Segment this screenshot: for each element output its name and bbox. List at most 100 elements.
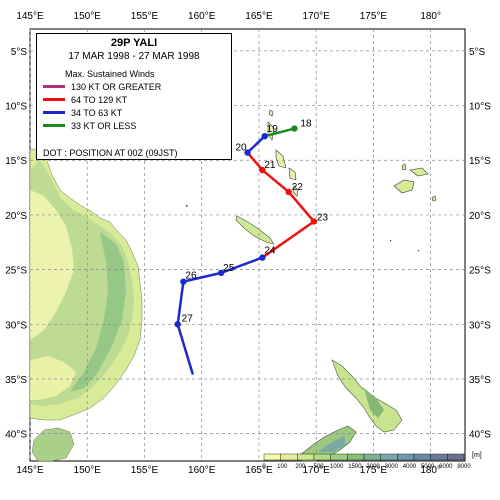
track-point (244, 149, 251, 156)
track-segment (246, 134, 266, 154)
track-segment (182, 271, 223, 283)
australia-landmass (29, 147, 143, 462)
legend-item-33kt: 33 KT OR LESS (43, 120, 136, 131)
elevation-swatch (430, 453, 448, 461)
new-zealand (299, 359, 403, 462)
lon-tick-label: 165°E (245, 11, 273, 22)
lat-tick-label: 40°S (469, 430, 491, 441)
track-segment (261, 168, 290, 194)
lon-tick-label: 160°E (188, 11, 216, 22)
lat-tick-label: 40°S (5, 430, 27, 441)
elevation-tick-label: 100 (277, 464, 288, 470)
track-point (285, 188, 292, 196)
elevation-swatch (280, 453, 298, 461)
lon-tick-label: 170°E (303, 465, 331, 476)
track-day-label: 21 (264, 160, 276, 171)
track-segment (261, 220, 316, 259)
new-caledonia (235, 215, 275, 245)
track-day-label: 26 (185, 271, 197, 282)
legend-item-130kt: 130 KT OR GREATER (43, 81, 161, 92)
lon-tick-label: 150°E (74, 465, 102, 476)
track-point (261, 132, 268, 140)
elevation-swatch (263, 453, 281, 461)
lon-tick-label: 155°E (131, 11, 159, 22)
lon-tick-label: 165°E (245, 465, 273, 476)
track-day-label: 23 (317, 212, 329, 223)
legend-dot-note: DOT : POSITION AT 00Z (09JST) (43, 148, 178, 158)
track-day-label: 22 (292, 182, 304, 193)
elevation-tick-label: 1500 (348, 464, 362, 470)
lon-tick-label: 180° (420, 11, 441, 22)
axis-tick-labels: 145°E 145°E 150°E 150°E 155°E 155°E 160°E 160°E… (5, 11, 491, 476)
storm-dates: 17 MAR 1998 - 27 MAR 1998 (68, 51, 200, 62)
lon-tick-label: 145°E (16, 465, 44, 476)
elevation-tick-label: 2000 (366, 464, 380, 470)
elevation-swatch (447, 453, 465, 461)
track-day-label: 18 (300, 119, 312, 130)
legend-label: 34 TO 63 KT (71, 107, 123, 118)
elevation-swatch (297, 453, 315, 461)
elevation-tick-label: 5000 (421, 464, 435, 470)
legend-label: 33 KT OR LESS (71, 120, 137, 131)
elevation-swatch (313, 453, 331, 461)
fiji-islands (393, 163, 437, 202)
elevation-swatch (397, 453, 415, 461)
legend-swatch (43, 98, 65, 101)
lat-tick-label: 20°S (469, 211, 491, 222)
lon-tick-label: 145°E (16, 11, 44, 22)
track-point (217, 269, 225, 277)
lat-tick-label: 35°S (469, 375, 491, 386)
elevation-tick-label: 0 (262, 464, 266, 470)
lon-tick-label: 170°E (303, 11, 331, 22)
legend-swatch (43, 85, 65, 88)
legend-box: 29P YALI 17 MAR 1998 - 27 MAR 1998 Max. … (36, 33, 232, 160)
lat-tick-label: 30°S (5, 320, 27, 331)
track-segment (246, 151, 264, 172)
legend-header: Max. Sustained Winds (65, 69, 155, 79)
lat-tick-label: 30°S (469, 320, 491, 331)
elevation-tick-label: 1000 (330, 464, 344, 470)
track-segment (263, 127, 296, 138)
elevation-swatch (347, 453, 365, 461)
elevation-scale: 0 100 200 500 1000 1500 2000 3000 4000 5000 6000 80… (262, 453, 471, 470)
legend-swatch (43, 124, 65, 127)
lat-tick-label: 35°S (5, 375, 27, 386)
storm-name: 29P YALI (110, 37, 158, 49)
elevation-swatch (413, 453, 431, 461)
lat-tick-label: 10°S (469, 102, 491, 113)
elevation-tick-label: 4000 (403, 464, 417, 470)
track-segment (176, 323, 194, 375)
track-segment (287, 190, 316, 223)
lat-tick-label: 5°S (11, 47, 28, 58)
legend-item-34kt: 34 TO 63 KT (43, 107, 122, 118)
lat-tick-label: 20°S (5, 211, 27, 222)
lat-tick-label: 25°S (5, 266, 27, 277)
elevation-tick-label: 3000 (385, 464, 399, 470)
track-point (291, 125, 298, 132)
lon-tick-label: 180° (420, 465, 441, 476)
elevation-tick-label: 8000 (457, 464, 471, 470)
storm-track: 18 19 20 21 22 23 24 25 26 27 (174, 119, 329, 375)
track-day-label: 27 (182, 313, 194, 324)
lon-tick-label: 150°E (74, 11, 102, 22)
elevation-tick-label: 200 (295, 464, 306, 470)
elevation-tick-label: 500 (314, 464, 325, 470)
lon-tick-label: 155°E (131, 465, 159, 476)
lon-tick-label: 160°E (188, 465, 216, 476)
track-point (259, 254, 266, 261)
track-day-label: 20 (236, 143, 248, 154)
track-day-label: 19 (267, 124, 279, 135)
elevation-swatch (330, 453, 348, 461)
legend-label: 130 KT OR GREATER (71, 81, 162, 92)
vanuatu-islands (267, 109, 299, 197)
track-point (174, 321, 181, 328)
track-point (180, 278, 187, 285)
legend-swatch (43, 111, 65, 114)
legend-item-64kt: 64 TO 129 KT (43, 94, 127, 105)
lat-tick-label: 15°S (469, 156, 491, 167)
elevation-unit: [m] (472, 452, 482, 459)
elevation-tick-label: 6000 (439, 464, 453, 470)
lat-tick-label: 10°S (5, 102, 27, 113)
lat-tick-label: 5°S (469, 47, 486, 58)
